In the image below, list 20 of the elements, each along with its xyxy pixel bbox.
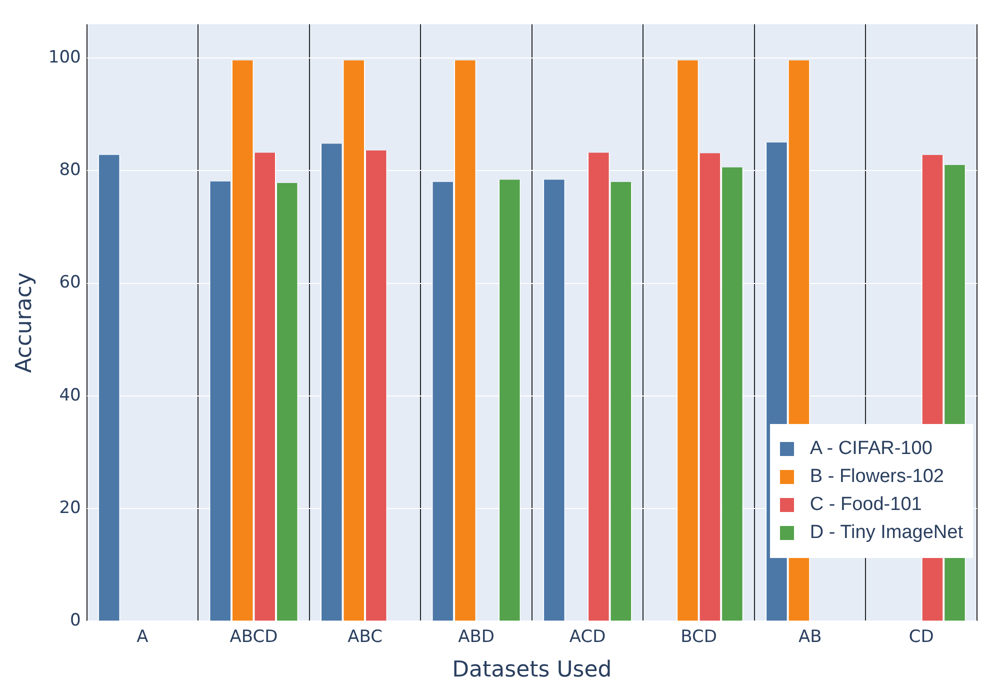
y-tick-label: 40: [59, 385, 81, 406]
x-tick-label: BCD: [680, 626, 717, 647]
y-axis-title: Accuracy: [12, 272, 37, 373]
x-tick-label: ABD: [458, 626, 494, 647]
x-tick-label: CD: [908, 626, 934, 647]
legend-label: B - Flowers-102: [810, 466, 944, 488]
y-tick-label: 100: [48, 47, 81, 68]
y-tick-label: 20: [59, 498, 81, 518]
y-tick-label: 80: [59, 160, 81, 180]
x-tick-label: ABCD: [230, 626, 278, 647]
x-tick-label: ACD: [569, 626, 606, 647]
legend-label: C - Food-101: [810, 494, 922, 516]
y-tick-label: 0: [70, 610, 81, 631]
legend-label: D - Tiny ImageNet: [810, 522, 963, 544]
x-axis-title: Datasets Used: [452, 658, 612, 683]
x-tick-label: ABC: [348, 626, 382, 647]
y-tick-label: 60: [59, 272, 81, 293]
x-tick-label: AB: [798, 626, 822, 647]
x-tick-label: A: [136, 626, 149, 647]
legend-label: A - CIFAR-100: [810, 438, 932, 460]
